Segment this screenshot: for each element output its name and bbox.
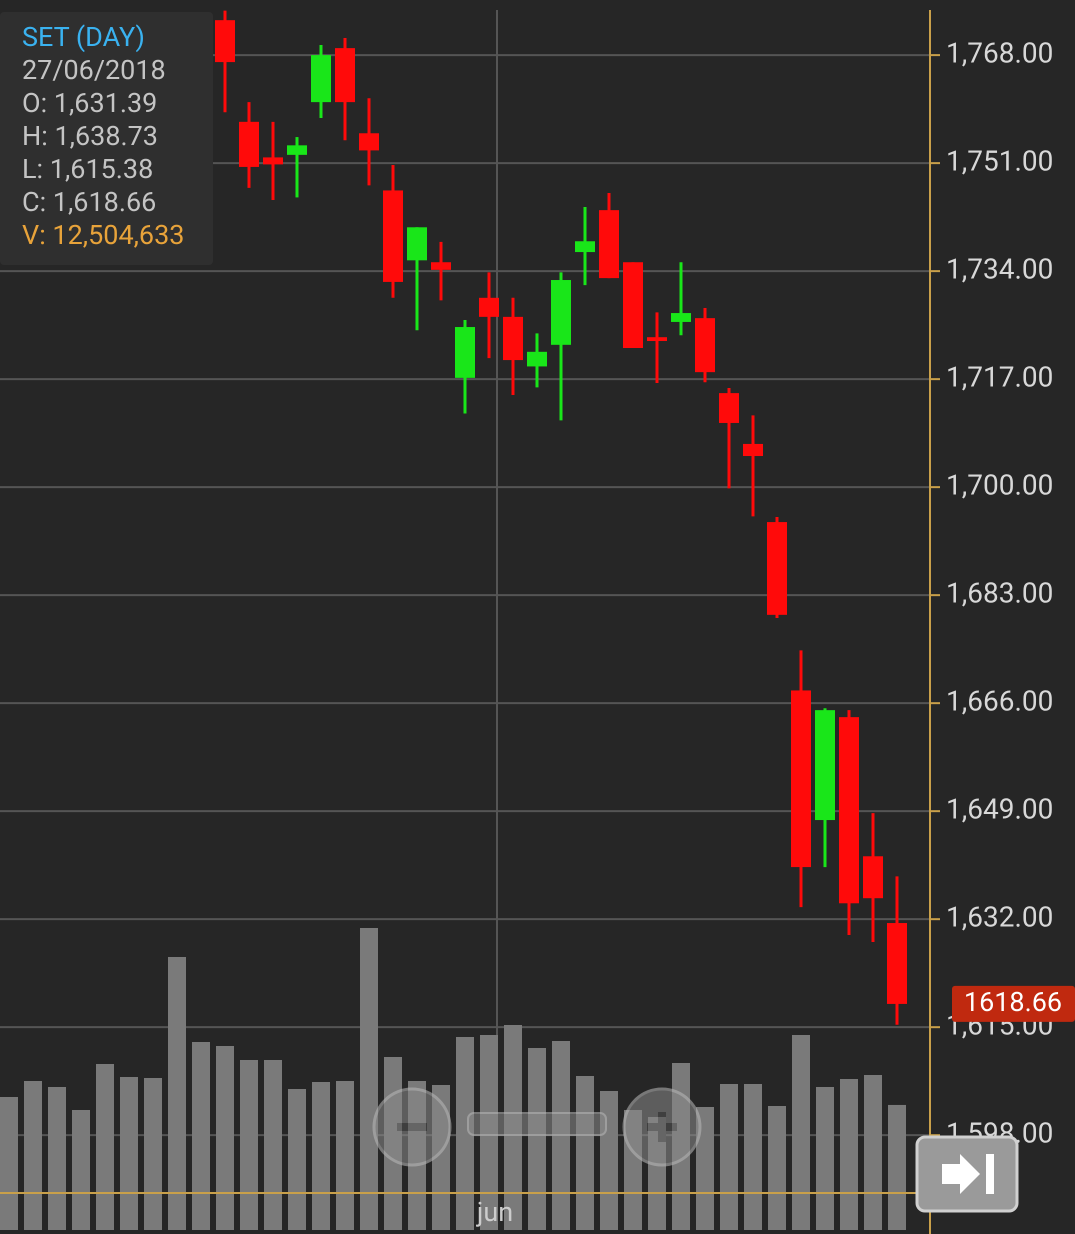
volume-bar (168, 957, 186, 1230)
volume-bar (720, 1084, 738, 1230)
candle-body (239, 121, 259, 167)
candle-body (479, 297, 499, 317)
candle-body (671, 313, 691, 322)
candle-body (287, 145, 307, 155)
last-price-label: 1618.66 (964, 986, 1062, 1018)
candle-body (815, 710, 835, 821)
zoom-out-button[interactable] (372, 1087, 452, 1167)
volume-bar (24, 1081, 42, 1230)
candle-body (383, 190, 403, 282)
volume-bar (792, 1035, 810, 1230)
minus-icon (397, 1123, 427, 1131)
volume-bar (888, 1104, 906, 1230)
tooltip-low: L: 1,615.38 (22, 153, 153, 185)
volume-bar (240, 1060, 258, 1230)
tooltip-open: O: 1,631.39 (22, 87, 157, 119)
volume-bar (336, 1081, 354, 1230)
candle-body (887, 923, 907, 1004)
volume-bar (192, 1042, 210, 1230)
volume-bar (360, 928, 378, 1230)
candle-body (647, 337, 667, 342)
volume-bar (120, 1077, 138, 1230)
candle-body (455, 327, 475, 378)
candle-body (407, 227, 427, 261)
candle-body (623, 262, 643, 348)
y-tick-label: 1,717.00 (946, 361, 1053, 394)
candle-body (311, 55, 331, 103)
zoom-in-button[interactable] (622, 1087, 702, 1167)
candle-body (575, 241, 595, 253)
tooltip-volume: V: 12,504,633 (22, 219, 184, 251)
volume-bar (144, 1078, 162, 1230)
volume-bar (696, 1107, 714, 1230)
volume-bar (768, 1106, 786, 1230)
plus-icon-v (658, 1112, 666, 1142)
volume-bar (264, 1060, 282, 1230)
candle-body (431, 262, 451, 270)
candle-body (791, 690, 811, 868)
y-tick-label: 1,683.00 (946, 577, 1053, 610)
volume-bar (864, 1075, 882, 1230)
volume-bar (576, 1076, 594, 1230)
zoom-controls (372, 1087, 702, 1167)
candle-body (263, 157, 283, 165)
tooltip-close: C: 1,618.66 (22, 186, 156, 218)
tooltip-date: 27/06/2018 (22, 54, 166, 86)
tooltip: SET (DAY) 27/06/2018 O: 1,631.39 H: 1,63… (0, 12, 213, 265)
volume-bar (72, 1110, 90, 1230)
candle-body (743, 443, 763, 457)
volume-bar (528, 1048, 546, 1230)
tooltip-title: SET (DAY) (22, 21, 145, 53)
volume-bar (0, 1097, 18, 1230)
candle-body (503, 316, 523, 361)
y-tick-label: 1,734.00 (946, 253, 1053, 286)
volume-bar (816, 1087, 834, 1230)
arrow-icon (942, 1154, 980, 1194)
volume-bar (840, 1079, 858, 1230)
candle-body (359, 133, 379, 151)
volume-bar (600, 1091, 618, 1230)
tooltip-box (0, 12, 213, 265)
last-price-badge (952, 985, 1075, 1022)
candle-body (527, 351, 547, 367)
candle-body (767, 522, 787, 615)
volume-bar (312, 1082, 330, 1230)
volume-bar (216, 1046, 234, 1230)
candle-body (839, 717, 859, 904)
bar-icon (986, 1154, 994, 1194)
scroll-to-end-button[interactable] (915, 1135, 1019, 1213)
y-tick-label: 1,768.00 (946, 36, 1053, 69)
volume-bar (48, 1087, 66, 1230)
y-tick-label: 1,666.00 (946, 685, 1053, 718)
volume-bar (288, 1089, 306, 1230)
y-tick-label: 1,632.00 (946, 901, 1053, 934)
candle-body (863, 856, 883, 899)
candle-body (599, 210, 619, 279)
candle-body (719, 393, 739, 423)
volume-bar (96, 1064, 114, 1230)
candle-body (695, 318, 715, 373)
y-tick-label: 1,700.00 (946, 469, 1053, 502)
volume-bar (456, 1037, 474, 1230)
zoom-slider[interactable] (467, 1112, 607, 1136)
candle-body (215, 20, 235, 63)
candle-body (335, 48, 355, 103)
y-tick-label: 1,751.00 (946, 145, 1053, 178)
x-tick-label: jun (476, 1196, 513, 1228)
candle-body (551, 280, 571, 345)
tooltip-high: H: 1,638.73 (22, 120, 158, 152)
y-tick-label: 1,649.00 (946, 793, 1053, 826)
volume-bar (744, 1084, 762, 1230)
